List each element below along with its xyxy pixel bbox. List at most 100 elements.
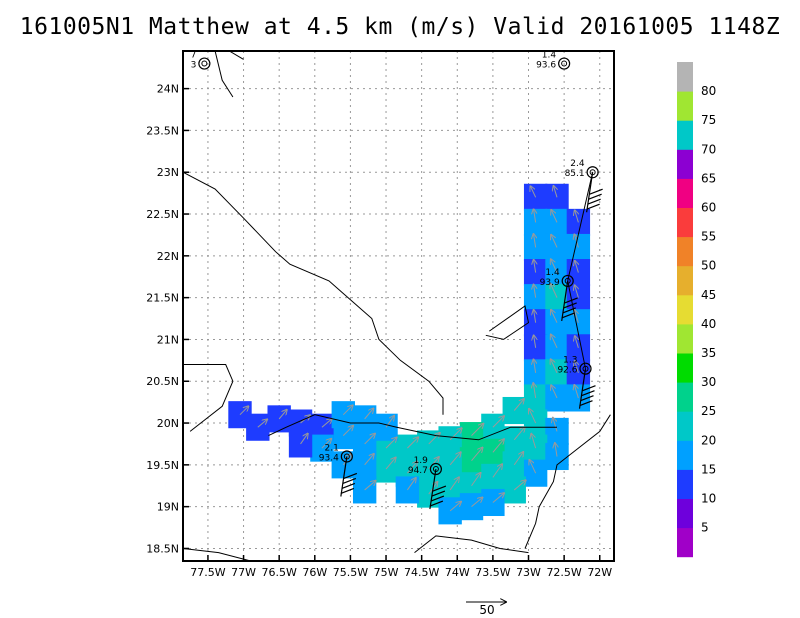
wind-vector-arrow (492, 493, 504, 503)
wind-barb-staff (340, 456, 348, 497)
wind-barb-feather (340, 487, 355, 495)
x-tick-label: 77.5W (190, 566, 225, 579)
wind-vector-arrow (529, 409, 537, 424)
wind-vector-arrow (321, 439, 331, 449)
colorbar-swatch (677, 294, 693, 325)
wind-vector-arrow (364, 434, 375, 445)
coastline (183, 548, 251, 561)
wind-barb-feather (431, 490, 446, 497)
wind-vector-arrow (529, 460, 537, 474)
colorbar-label: 5 (701, 521, 709, 535)
center-label-top: 1.4 (542, 51, 557, 61)
wind-vector-arrow (428, 433, 440, 445)
colorbar-swatch (677, 265, 693, 296)
wind-vector-arrow (513, 427, 525, 441)
colorbar-label: 20 (701, 433, 716, 447)
colorbar-swatch (677, 469, 693, 499)
coastline (414, 535, 529, 554)
colorbar-label: 10 (701, 492, 716, 506)
colorbar: 5 10 15 20 25 30 35 40 45 50 55 60 65 70 75 80 (677, 62, 716, 558)
colorbar-label: 65 (701, 171, 716, 185)
wind-speed-cell (459, 422, 484, 450)
wind-vector-arrow (551, 259, 558, 273)
center-label-bottom: 93.6 (536, 61, 556, 71)
center-label-bottom: 93.9 (540, 278, 560, 288)
colorbar-swatch (677, 178, 693, 208)
wind-vector-arrow (551, 235, 558, 248)
y-tick-label: 23.5N (146, 124, 179, 137)
wind-vector-arrow (449, 428, 462, 441)
wind-vector-arrow (531, 434, 537, 449)
storm-center-ring (586, 166, 599, 179)
center-label-top: 7 (191, 51, 197, 61)
wind-speed-cell (395, 476, 420, 504)
wind-vector-arrow (530, 186, 537, 198)
colorbar-swatch (677, 411, 693, 441)
colorbar-swatch (677, 353, 693, 383)
y-tick-label: 21N (157, 333, 179, 346)
x-tick-label: 76.5W (261, 566, 296, 579)
wind-barb-staff (561, 280, 569, 322)
coastline (524, 414, 611, 549)
wind-speed-cell (288, 430, 313, 458)
colorbar-label: 45 (701, 288, 716, 302)
wind-vector-arrow (239, 406, 248, 416)
y-axis: 18.5N 19N 19.5N 20N 20.5N 21N 21.5N 22N 22.5N 23N… (146, 83, 189, 555)
wind-barb-feather (587, 198, 601, 205)
x-tick-label: 74.5W (404, 566, 439, 579)
colorbar-label: 30 (701, 375, 716, 389)
wind-vector-arrow (553, 418, 558, 432)
colorbar-swatch (677, 382, 693, 412)
wind-vector-arrow (300, 434, 308, 445)
track-segment (567, 280, 586, 369)
wind-barb-staff (578, 368, 587, 409)
wind-vector-arrow (551, 335, 558, 349)
storm-track (340, 172, 603, 510)
center-label-bottom: 92.6 (557, 366, 577, 376)
wind-barb-feather (432, 485, 447, 492)
coastline (214, 51, 234, 98)
wind-barb-staff (429, 468, 437, 510)
center-label-top: 1.9 (414, 456, 429, 466)
wind-vector-arrow (406, 478, 415, 491)
wind-barb-feather (581, 390, 595, 397)
colorbar-label: 70 (701, 142, 716, 156)
storm-center-dot (561, 60, 568, 67)
wind-vector-arrow (449, 477, 459, 491)
center-label-bottom: 94.7 (408, 466, 428, 476)
x-tick-label: 75W (374, 566, 399, 579)
wind-barb-feather (562, 307, 576, 314)
storm-center-dot (343, 453, 350, 460)
wind-vector-arrow (551, 359, 558, 374)
wind-vector-arrow (364, 481, 376, 491)
colorbar-label: 55 (701, 230, 716, 244)
x-tick-label: 77W (231, 566, 256, 579)
wind-barb-feather (588, 193, 602, 200)
center-label-top: 1.4 (545, 268, 560, 278)
center-label-top: 2.1 (325, 443, 339, 453)
wind-barb-feather (589, 188, 603, 195)
center-label-bottom: 3 (191, 61, 197, 71)
wind-barb-feather (429, 500, 444, 507)
storm-center-ring (579, 362, 592, 375)
wind-speed-cell (545, 309, 569, 337)
colorbar-swatch (677, 498, 693, 529)
x-tick-label: 73.5W (475, 566, 510, 579)
wind-vector-arrow (534, 209, 536, 223)
wind-vector-arrow (534, 335, 536, 348)
y-tick-label: 19.5N (146, 459, 179, 472)
plot-frame (182, 50, 615, 562)
y-tick-label: 22N (157, 250, 179, 263)
wind-barb-feather (579, 400, 593, 407)
coastline (229, 51, 244, 60)
wind-vector-arrow (534, 285, 536, 298)
storm-center-ring (558, 57, 571, 70)
wind-vector-arrow (533, 383, 535, 399)
grid-lines (183, 51, 614, 561)
storm-center-dot (201, 60, 208, 67)
wind-vector-arrow (574, 385, 579, 399)
wind-vector-arrow (407, 437, 418, 449)
wind-vector-arrow (575, 361, 579, 374)
x-tick-label: 75.5W (333, 566, 368, 579)
